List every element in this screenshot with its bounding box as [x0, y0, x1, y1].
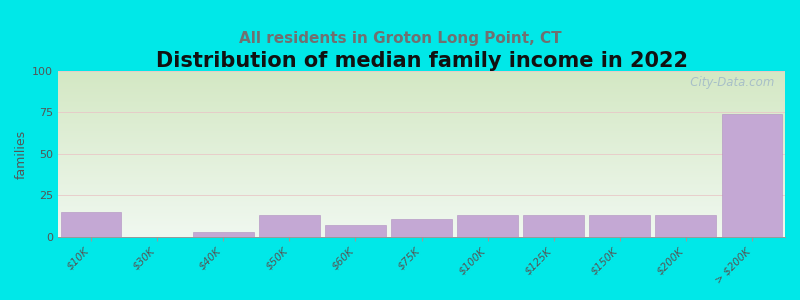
Title: Distribution of median family income in 2022: Distribution of median family income in …: [155, 51, 687, 71]
Bar: [655, 215, 716, 237]
Bar: [61, 212, 122, 237]
Bar: [722, 114, 782, 237]
Text: All residents in Groton Long Point, CT: All residents in Groton Long Point, CT: [238, 32, 562, 46]
Bar: [458, 215, 518, 237]
Bar: [193, 232, 254, 237]
Bar: [259, 215, 320, 237]
Text: City-Data.com: City-Data.com: [678, 76, 774, 89]
Bar: [391, 219, 452, 237]
Y-axis label: families: families: [15, 129, 28, 178]
Bar: [523, 215, 584, 237]
Bar: [325, 225, 386, 237]
Bar: [590, 215, 650, 237]
